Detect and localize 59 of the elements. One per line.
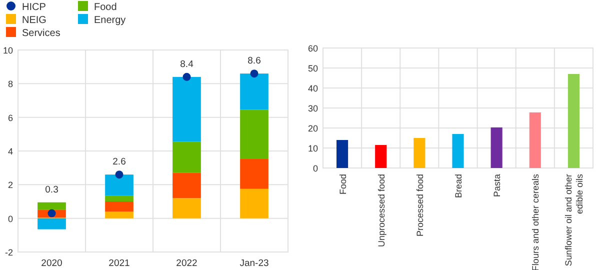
bar	[105, 174, 134, 196]
y-tick-label: -2	[4, 248, 13, 258]
x-tick-label: Processed food	[414, 174, 425, 237]
legend-label: Services	[22, 28, 60, 39]
bar	[240, 110, 268, 159]
bar	[414, 138, 426, 168]
point	[250, 70, 258, 78]
x-tick-label: Flours and other cereals	[530, 174, 541, 270]
data-label: 0.3	[45, 184, 58, 196]
bar	[568, 74, 580, 168]
legend-label: NEIG	[22, 15, 47, 26]
legend-label: HICP	[22, 2, 46, 13]
x-tick-label: 2020	[41, 258, 62, 269]
y-tick-label: 8	[8, 79, 13, 90]
bar	[105, 196, 134, 202]
data-label: 2.6	[112, 156, 126, 168]
y-tick-label: 60	[308, 44, 318, 54]
point	[182, 72, 191, 81]
y-tick-label: 10	[2, 46, 13, 56]
x-tick-label: 2022	[176, 258, 198, 269]
bar	[105, 202, 134, 212]
y-tick-label: 6	[8, 112, 13, 123]
bar	[172, 76, 201, 142]
bar	[529, 112, 541, 168]
x-tick-label: Sunflower oil and other edible oils	[564, 174, 585, 266]
x-tick-label: Bread	[454, 174, 464, 198]
legend-label: Food	[94, 2, 117, 13]
x-tick-label: Food	[338, 174, 348, 195]
bar	[105, 212, 134, 218]
data-label: 8.4	[180, 58, 194, 70]
point	[115, 170, 124, 179]
bar	[375, 145, 387, 168]
x-tick-label: Unprocessed food	[376, 174, 386, 248]
bar	[240, 158, 268, 189]
bar	[38, 218, 66, 230]
bar	[38, 202, 66, 210]
bar	[172, 142, 201, 173]
bar	[240, 188, 268, 218]
bar	[336, 140, 348, 168]
bar	[490, 127, 502, 168]
legend-label: Energy	[94, 15, 126, 26]
y-tick-label: 10	[308, 144, 318, 154]
y-tick-label: 2	[8, 180, 13, 190]
bar	[172, 198, 201, 218]
y-tick-label: 40	[308, 84, 318, 94]
x-tick-label: 2021	[108, 258, 130, 269]
y-tick-label: 0	[312, 164, 318, 174]
y-tick-label: 50	[308, 64, 318, 74]
x-tick-label: Jan-23	[240, 258, 269, 269]
y-tick-label: 0	[8, 214, 13, 224]
bar	[172, 172, 201, 198]
y-tick-label: 20	[308, 124, 318, 134]
y-tick-label: 4	[8, 146, 13, 156]
bar	[240, 74, 268, 110]
bar	[452, 134, 464, 168]
x-tick-label: Pasta	[492, 174, 502, 198]
data-label: 8.6	[248, 56, 261, 67]
y-tick-label: 30	[308, 104, 318, 114]
point	[48, 209, 56, 218]
